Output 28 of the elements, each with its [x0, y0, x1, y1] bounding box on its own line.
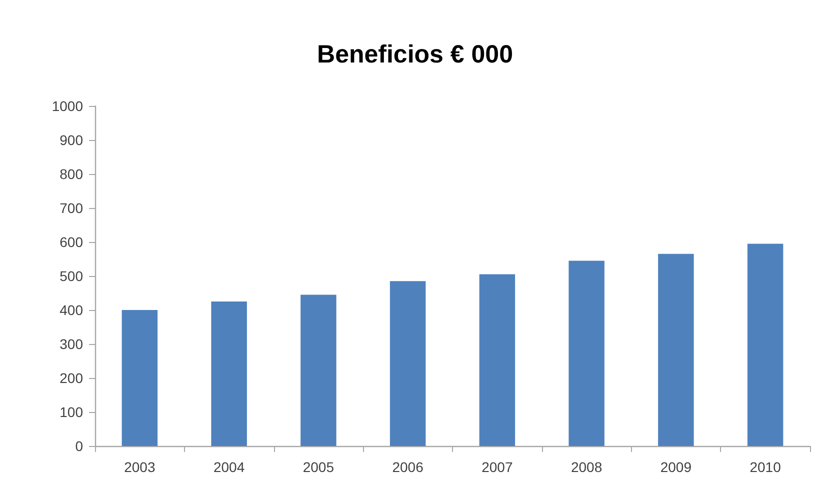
x-tick-label: 2004 [213, 459, 245, 475]
bar [211, 302, 247, 446]
y-tick-label: 1000 [52, 98, 84, 114]
x-tick-label: 2006 [392, 459, 424, 475]
bar [747, 244, 784, 446]
x-tick-label: 2007 [482, 459, 513, 475]
x-tick-label: 2009 [660, 459, 692, 475]
bar [390, 281, 426, 446]
y-tick-label: 200 [60, 370, 84, 386]
bar [658, 254, 694, 446]
y-tick-label: 100 [60, 404, 84, 420]
bar [479, 274, 516, 446]
y-tick-label: 700 [60, 200, 84, 216]
chart-title: Beneficios € 000 [317, 40, 513, 68]
y-tick-label: 500 [60, 268, 84, 284]
y-tick-label: 400 [60, 302, 84, 318]
x-tick-label: 2008 [570, 459, 602, 475]
x-tick-label: 2005 [302, 459, 334, 475]
y-tick-label: 600 [60, 234, 84, 250]
bar [122, 310, 158, 446]
y-tick-label: 0 [75, 438, 84, 454]
x-tick-label: 2003 [124, 459, 156, 475]
x-tick-label: 2010 [750, 459, 782, 475]
bar [568, 260, 604, 446]
bar [300, 294, 336, 446]
y-tick-label: 300 [60, 336, 84, 352]
y-tick-label: 900 [60, 132, 84, 148]
y-tick-label: 800 [60, 166, 84, 182]
